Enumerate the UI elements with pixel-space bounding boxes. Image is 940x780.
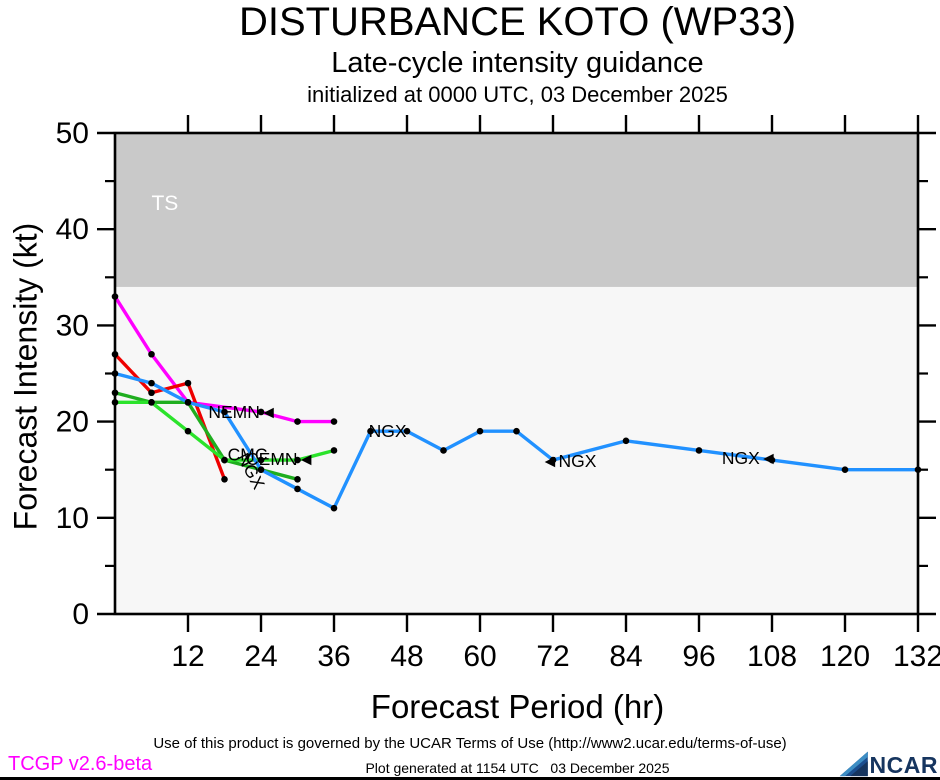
ncar-logo-text: NCAR: [869, 752, 938, 778]
line-label-CMC: CMC: [228, 444, 268, 464]
data-point-CEMN: [294, 456, 301, 464]
page-title: DISTURBANCE KOTO (WP33): [238, 0, 797, 44]
data-point-NGX: [695, 447, 703, 454]
data-point-NGX: [403, 427, 411, 435]
data-point-NGX: [148, 379, 155, 387]
data-point-NGX: [330, 504, 338, 512]
data-point-NGX: [841, 466, 849, 474]
data-point-CMC: [294, 476, 301, 483]
line-label-NEMN: NEMN◄: [208, 402, 277, 422]
x-tick-label: 12: [171, 640, 204, 673]
ts-band: [115, 133, 918, 287]
page-subtitle: Late-cycle intensity guidance: [331, 47, 704, 79]
tcgp-version-text: TCGP v2.6-beta: [8, 753, 153, 775]
ts-band-label: TS: [151, 192, 178, 215]
series-line-NGX: [113, 371, 920, 510]
x-tick-label: 96: [682, 640, 715, 673]
series-line-NEMN: [113, 294, 336, 424]
data-point-CEMN: [148, 399, 155, 406]
data-point-NGX: [221, 408, 228, 416]
init-time-line: initialized at 0000 UTC, 03 December 202…: [307, 82, 728, 107]
line-label-CEMN: CEMN◄: [246, 449, 315, 469]
data-point-CEMN: [257, 456, 265, 464]
data-point-NGX: [367, 427, 374, 435]
y-tick-label: 30: [56, 309, 89, 342]
data-point-NGX: [184, 399, 192, 406]
data-point-NGX: [622, 437, 630, 445]
ncar-logo-icon: [839, 751, 868, 777]
data-point-NGX: [513, 427, 520, 435]
x-tick-label: 60: [463, 640, 496, 673]
data-point-NEMN: [148, 350, 155, 358]
y-tick-label: 0: [72, 598, 89, 631]
line-label-NGX: NGX◄: [722, 448, 777, 468]
data-point-unlabeled-red: [148, 389, 155, 397]
bottom-divider: [0, 777, 940, 780]
x-tick-label: 84: [609, 640, 642, 673]
data-point-CEMN: [184, 427, 192, 435]
data-point-unlabeled-red: [221, 476, 228, 483]
data-point-unlabeled-red: [184, 379, 192, 387]
terms-of-use-text: Use of this product is governed by the U…: [153, 735, 787, 752]
x-axis-title: Forecast Period (hr): [370, 688, 665, 725]
x-tick-label: 48: [390, 640, 423, 673]
x-tick-label: 120: [820, 640, 870, 673]
line-label-NGX: ◄NGX: [541, 451, 597, 471]
data-point-NGX: [294, 485, 301, 493]
y-tick-label: 40: [56, 213, 89, 246]
data-point-CEMN: [221, 456, 228, 464]
data-point-CEMN: [330, 447, 338, 454]
data-point-NEMN: [330, 418, 338, 425]
x-tick-label: 72: [536, 640, 569, 673]
data-point-NGX: [549, 456, 557, 464]
data-point-NEMN: [294, 418, 301, 425]
y-tick-label: 20: [56, 406, 89, 439]
y-tick-label: 50: [56, 117, 89, 150]
title-block: DISTURBANCE KOTO (WP33) Late-cycle inten…: [95, 0, 940, 107]
x-tick-label: 132: [893, 640, 940, 673]
data-point-NGX: [440, 447, 447, 454]
plot-frame: [113, 131, 920, 616]
line-label-NGX: NGX: [369, 421, 407, 441]
x-tick-label: 36: [317, 640, 350, 673]
data-point-NEMN: [257, 408, 265, 416]
data-point-NGX: [476, 427, 484, 435]
x-tick-label: 108: [747, 640, 797, 673]
y-tick-label: 10: [56, 502, 89, 535]
data-point-NGX: [768, 456, 776, 464]
data-point-NGX: [257, 466, 265, 474]
ncar-logo: NCAR: [838, 748, 938, 778]
plot-generated-text: Plot generated at 1154 UTC 03 December 2…: [365, 760, 670, 776]
x-tick-label: 24: [244, 640, 277, 673]
